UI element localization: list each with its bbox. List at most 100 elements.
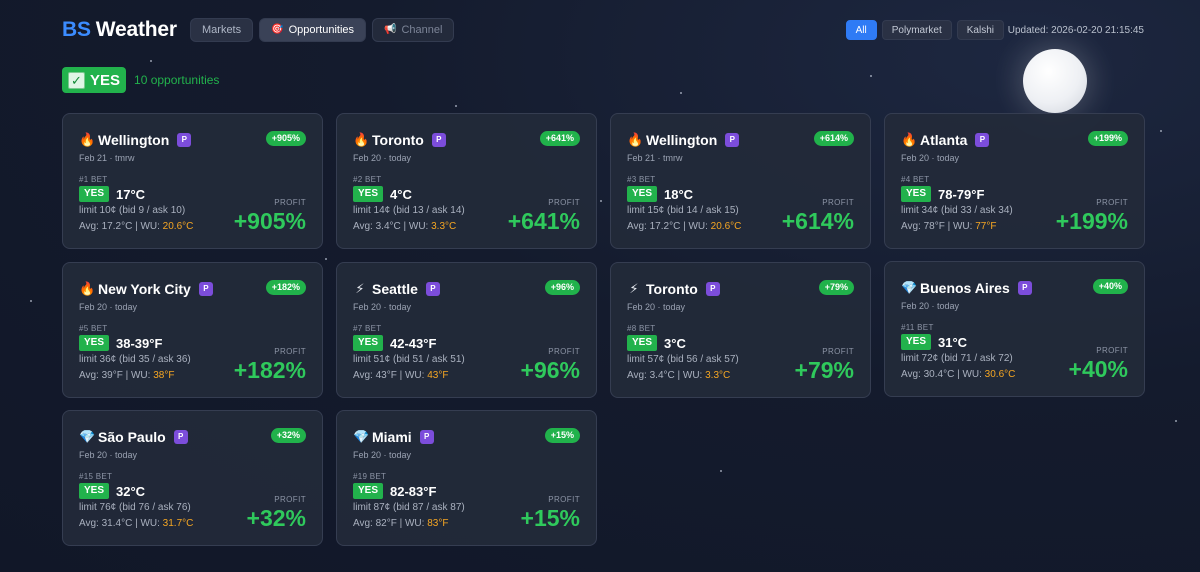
wu-value: 77°F	[975, 221, 997, 232]
market-date: Feb 21 · tmrw	[627, 153, 683, 163]
opportunity-card[interactable]: 💎 Buenos Aires P +40% Feb 20 · today #11…	[884, 261, 1145, 397]
profit-badge: +96%	[544, 280, 580, 295]
diamond-icon: 💎	[901, 280, 918, 295]
opportunity-card[interactable]: ⚡ Seattle P +96% Feb 20 · today #7 BET Y…	[336, 262, 597, 398]
city-name: New York City	[98, 281, 191, 297]
megaphone-icon: 📢	[384, 24, 397, 35]
city-row: 💎 Buenos Aires P	[901, 280, 1032, 296]
platform-filters: All Polymarket Kalshi	[845, 20, 1004, 40]
yes-tag: YES	[901, 186, 932, 202]
fire-icon: 🔥	[353, 132, 370, 147]
city-name: Atlanta	[920, 132, 968, 148]
star-decoration	[150, 60, 152, 62]
wu-value: 83°F	[427, 518, 449, 529]
profit-label: PROFIT	[548, 495, 580, 504]
market-date: Feb 20 · today	[627, 302, 686, 312]
bet-rank: #8 BET	[627, 324, 656, 333]
temperature-range: 31°C	[938, 334, 968, 350]
opportunity-card[interactable]: 🔥 Atlanta P +199% Feb 20 · today #4 BET …	[884, 113, 1145, 249]
main-nav: Markets 🎯 Opportunities 📢 Channel	[190, 18, 455, 42]
moon-decoration	[1023, 49, 1087, 113]
bet-rank: #19 BET	[353, 472, 387, 481]
city-row: 🔥 New York City P	[79, 281, 213, 297]
wu-value: 30.6°C	[984, 369, 1016, 380]
temperature-range: 32°C	[116, 483, 146, 499]
market-date: Feb 21 · tmrw	[79, 153, 135, 163]
wu-value: 20.6°C	[162, 221, 194, 232]
temperature-range: 38-39°F	[116, 335, 163, 351]
forecast-avg: Avg: 43°F | WU: 43°F	[353, 370, 449, 381]
forecast-avg: Avg: 82°F | WU: 83°F	[353, 518, 449, 529]
star-decoration	[325, 258, 327, 260]
opportunity-card[interactable]: 💎 Miami P +15% Feb 20 · today #19 BET YE…	[336, 410, 597, 546]
star-decoration	[455, 105, 457, 107]
profit-label: PROFIT	[274, 495, 306, 504]
temperature-range: 18°C	[664, 186, 694, 202]
fire-icon: 🔥	[79, 132, 96, 147]
wu-value: 31.7°C	[162, 518, 194, 529]
forecast-avg: Avg: 17.2°C | WU: 20.6°C	[627, 221, 742, 232]
filter-kalshi[interactable]: Kalshi	[956, 20, 1004, 40]
profit-value: +199%	[1055, 208, 1128, 234]
tab-markets[interactable]: Markets	[190, 18, 254, 42]
polymarket-badge: P	[431, 133, 446, 147]
profit-label: PROFIT	[822, 347, 854, 356]
wu-value: 38°F	[153, 370, 175, 381]
bet-row: YES 4°C	[353, 186, 412, 202]
city-name: Toronto	[646, 281, 698, 297]
profit-value: +32%	[246, 505, 306, 531]
forecast-avg: Avg: 3.4°C | WU: 3.3°C	[627, 370, 731, 381]
profit-value: +79%	[794, 357, 854, 383]
star-decoration	[720, 470, 722, 472]
profit-value: +641%	[507, 208, 580, 234]
city-row: 🔥 Atlanta P	[901, 132, 990, 148]
city-row: 🔥 Wellington P	[79, 132, 192, 148]
yes-tag: YES	[627, 186, 658, 202]
opportunity-card[interactable]: 🔥 Toronto P +641% Feb 20 · today #2 BET …	[336, 113, 597, 249]
profit-value: +15%	[520, 505, 580, 531]
polymarket-badge: P	[177, 133, 192, 147]
profit-label: PROFIT	[548, 198, 580, 207]
lightning-icon: ⚡	[355, 281, 365, 296]
polymarket-badge: P	[425, 282, 440, 296]
diamond-icon: 💎	[79, 429, 96, 444]
bet-rank: #7 BET	[353, 324, 382, 333]
city-name: Buenos Aires	[920, 280, 1010, 296]
tab-label: Channel	[401, 24, 443, 36]
opportunity-card[interactable]: 🔥 New York City P +182% Feb 20 · today #…	[62, 262, 323, 398]
polymarket-badge: P	[419, 430, 434, 444]
tab-opportunities[interactable]: 🎯 Opportunities	[259, 18, 367, 42]
yes-tag: YES	[79, 483, 110, 499]
filter-all[interactable]: All	[845, 20, 877, 40]
yes-summary-badge: ✓ YES	[62, 67, 127, 93]
tab-label: Opportunities	[288, 24, 355, 36]
market-date: Feb 20 · today	[353, 302, 412, 312]
filter-polymarket[interactable]: Polymarket	[881, 20, 952, 40]
profit-label: PROFIT	[274, 347, 306, 356]
profit-value: +182%	[233, 357, 306, 383]
profit-value: +614%	[781, 208, 854, 234]
opportunity-card[interactable]: 🔥 Wellington P +905% Feb 21 · tmrw #1 BE…	[62, 113, 323, 249]
bet-row: YES 32°C	[79, 483, 145, 499]
forecast-avg: Avg: 3.4°C | WU: 3.3°C	[353, 221, 457, 232]
limit-price: limit 76¢ (bid 76 / ask 76)	[79, 502, 191, 513]
bet-rank: #1 BET	[79, 175, 108, 184]
star-decoration	[680, 92, 682, 94]
opportunity-card[interactable]: ⚡ Toronto P +79% Feb 20 · today #8 BET Y…	[610, 262, 871, 398]
profit-badge: +199%	[1087, 131, 1128, 146]
limit-price: limit 10¢ (bid 9 / ask 10)	[79, 205, 186, 216]
opportunity-card[interactable]: 🔥 Wellington P +614% Feb 21 · tmrw #3 BE…	[610, 113, 871, 249]
limit-price: limit 57¢ (bid 56 / ask 57)	[627, 354, 739, 365]
profit-badge: +182%	[265, 280, 306, 295]
tab-channel[interactable]: 📢 Channel	[372, 18, 455, 42]
bet-rank: #5 BET	[79, 324, 108, 333]
opportunity-card[interactable]: 💎 São Paulo P +32% Feb 20 · today #15 BE…	[62, 410, 323, 546]
target-icon: 🎯	[271, 24, 284, 35]
tab-label: Markets	[202, 24, 242, 36]
city-row: 💎 São Paulo P	[79, 429, 188, 445]
yes-tag: YES	[353, 483, 384, 499]
star-decoration	[30, 300, 32, 302]
limit-price: limit 72¢ (bid 71 / ask 72)	[901, 353, 1013, 364]
app-logo[interactable]: BS Weather	[62, 18, 177, 42]
market-date: Feb 20 · today	[901, 153, 960, 163]
